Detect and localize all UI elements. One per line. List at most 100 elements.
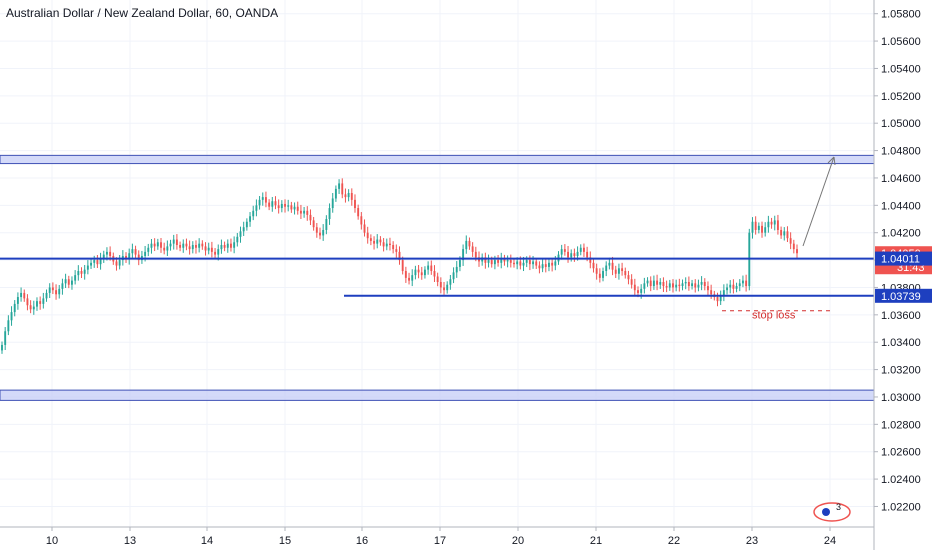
- candle-body: [280, 203, 283, 209]
- candle-body: [544, 264, 547, 267]
- candle-body: [77, 271, 80, 276]
- candle-body: [188, 246, 191, 250]
- candle-body: [598, 273, 601, 278]
- candle-body: [449, 279, 452, 285]
- candle-body: [665, 286, 668, 288]
- candle-body: [493, 260, 496, 265]
- candle-body: [93, 260, 96, 263]
- candle-body: [458, 260, 461, 267]
- candle-body: [551, 262, 554, 266]
- candle-body: [245, 221, 248, 228]
- price-tag: [875, 288, 932, 303]
- candle-body: [401, 260, 404, 272]
- candle-body: [226, 243, 229, 248]
- candle-body: [427, 265, 430, 270]
- candle-body: [694, 283, 697, 288]
- candle-body: [64, 279, 67, 284]
- candle-body: [392, 245, 395, 250]
- candle-body: [576, 251, 579, 256]
- y-tick-label: 1.03200: [881, 365, 921, 377]
- candle-body: [217, 249, 220, 255]
- candle-body: [125, 255, 127, 259]
- candle-body: [687, 281, 690, 287]
- y-tick-label: 1.04200: [881, 228, 921, 240]
- replay-badge-icon[interactable]: 3: [813, 502, 851, 522]
- candle-body: [589, 257, 592, 263]
- candle-body: [468, 240, 471, 247]
- price-tag: [875, 251, 932, 266]
- candle-body: [678, 284, 681, 287]
- x-tick-label: 10: [46, 535, 58, 547]
- candle-body: [420, 272, 423, 276]
- candle-body: [796, 249, 798, 254]
- candle-body: [643, 283, 646, 289]
- candle-body: [757, 225, 760, 230]
- candle-body: [443, 287, 445, 291]
- candle-body: [96, 260, 99, 265]
- candle-body: [770, 221, 773, 225]
- candle-body: [497, 260, 500, 263]
- candle-body: [541, 264, 544, 269]
- y-tick-label: 1.03400: [881, 337, 921, 349]
- candle-body: [487, 260, 490, 263]
- x-tick-label: 17: [434, 535, 446, 547]
- candle-body: [131, 249, 134, 254]
- candle-body: [621, 268, 624, 272]
- candle-body: [691, 283, 694, 287]
- candle-body: [118, 260, 121, 266]
- candle-body: [592, 262, 595, 269]
- candle-body: [786, 231, 789, 239]
- candle-body: [214, 251, 217, 255]
- candle-body: [4, 331, 7, 345]
- candle-body: [128, 253, 131, 259]
- candle-body: [105, 251, 108, 255]
- candle-body: [290, 205, 293, 210]
- candle-body: [417, 269, 420, 273]
- candle-body: [150, 243, 153, 248]
- candle-body: [360, 216, 363, 225]
- candle-body: [570, 253, 573, 258]
- candle-body: [242, 227, 245, 232]
- candle-body: [462, 249, 465, 261]
- candle-body: [656, 280, 659, 285]
- candle-body: [567, 251, 569, 258]
- candle-body: [697, 284, 700, 288]
- x-tick-label: 20: [512, 535, 524, 547]
- candle-body: [175, 239, 178, 246]
- candle-body: [776, 220, 779, 230]
- candle-body: [726, 287, 728, 291]
- y-tick-label: 1.05400: [881, 63, 921, 75]
- candle-body: [210, 247, 213, 252]
- candle-body: [80, 271, 83, 274]
- candle-body: [395, 249, 398, 252]
- candle-body: [223, 245, 226, 248]
- y-tick-label: 1.02600: [881, 447, 921, 459]
- candle-body: [414, 269, 417, 276]
- candle-body: [328, 208, 331, 220]
- candle-body: [357, 208, 360, 217]
- candle-body: [452, 272, 455, 280]
- candle-body: [532, 261, 535, 265]
- candle-body: [153, 243, 156, 247]
- candle-body: [446, 284, 449, 291]
- candle-body: [45, 292, 48, 299]
- candle-body: [284, 203, 286, 207]
- candle-body: [268, 202, 271, 207]
- y-tick-label: 1.05000: [881, 118, 921, 130]
- horizontal-lines[interactable]: [0, 257, 874, 297]
- candle-body: [274, 201, 277, 206]
- candle-body: [780, 229, 783, 236]
- candle-body: [735, 286, 738, 289]
- candle-body: [519, 261, 522, 266]
- candle-body: [652, 280, 655, 287]
- candle-body: [344, 194, 347, 198]
- candle-body: [264, 197, 267, 203]
- price-tag-label: 1.03739: [881, 291, 921, 303]
- candle-body: [582, 247, 585, 252]
- candle-body: [605, 265, 608, 272]
- candle-body: [436, 276, 439, 282]
- candle-body: [509, 260, 512, 263]
- candle-body: [249, 216, 251, 222]
